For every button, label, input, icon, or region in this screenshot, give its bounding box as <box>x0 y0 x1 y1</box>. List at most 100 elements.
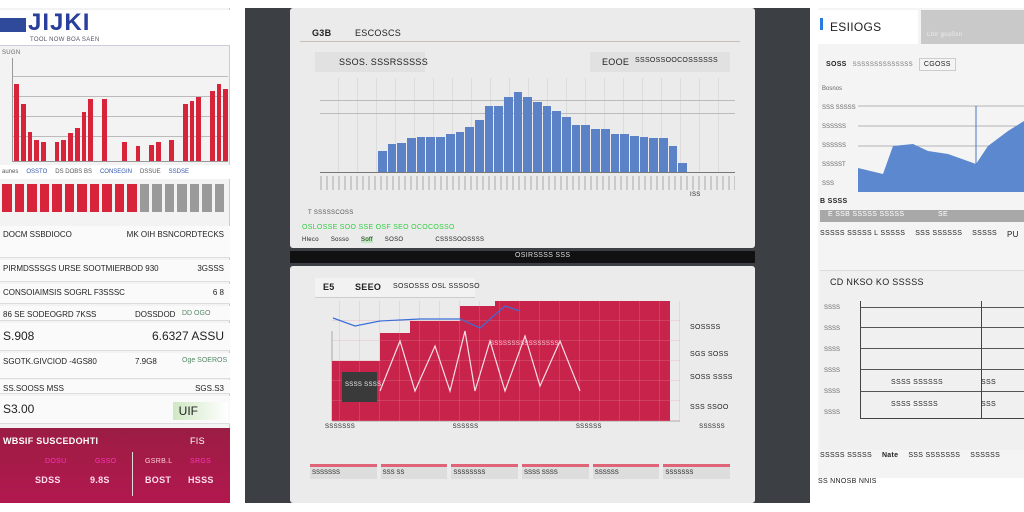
right-dashboard: ESIIOGS Ltnr gsoSsn SOSS SSSSSSSSSSSSSS … <box>818 8 1024 478</box>
bottom-tab[interactable]: SSSSSS <box>592 464 660 479</box>
histogram-bar <box>610 134 620 172</box>
chart-bar <box>81 111 87 161</box>
chart-title: SEEO <box>355 282 382 292</box>
info-row: SS.SOOSS MSS SGS.S3 <box>0 380 230 394</box>
toolbar-item[interactable]: Soff <box>361 237 373 243</box>
chart-header: E5 SEEO SOSOSSS OSL SSSOSO <box>315 278 480 298</box>
chart-title: CD NKSO KO SSSSS <box>830 277 924 287</box>
chart-note: T SSSSSCOSS <box>308 210 354 216</box>
chart-bar <box>88 99 93 161</box>
x-axis-end-label: ISS <box>690 192 701 198</box>
side-label: SSS SSOO <box>690 404 729 411</box>
strip-cell <box>89 184 99 212</box>
bottom-tabs: SSSSSSS SSS SS SSSSSSSS SSSS SSSS SSSSSS SSSS… <box>310 464 731 479</box>
area-chart-panel: E5 SEEO SOSOSSS OSL SSSOSO SSSS SSSS SSS… <box>290 266 755 503</box>
histogram-bar <box>658 138 668 172</box>
histogram-bar <box>629 136 639 172</box>
tooltip-text: SSSS SSSS <box>345 382 382 388</box>
strip-cell <box>189 184 199 212</box>
legend-item: SSSS SSSSSS <box>891 379 943 386</box>
logo: JIJKI <box>28 9 91 36</box>
histogram-bar <box>426 137 436 172</box>
row-extra: Oge SOEROS <box>182 357 228 364</box>
chart-bar <box>20 104 26 161</box>
info-row: S3.00 UIF <box>0 396 230 424</box>
histogram-bar <box>639 137 649 172</box>
chart-bar <box>54 142 60 161</box>
cell: SSSSSS <box>970 452 1001 459</box>
summary-head: DOSU <box>45 458 67 465</box>
toolbar-item[interactable]: SOSO <box>384 237 404 243</box>
legend-item: CONSEGIN <box>99 169 132 175</box>
cell: Nate <box>881 452 899 459</box>
metric-box-right: EOOE SSSOSSOOCOSSSSSS <box>590 52 730 72</box>
y-label: SSS SSSSS <box>822 105 856 111</box>
strip-cell <box>152 184 162 212</box>
left-bar-chart <box>12 58 228 162</box>
chart-subtitle: SOSOSSS OSL SSSOSO <box>393 283 480 290</box>
summary-tag: FIS <box>190 436 205 446</box>
bottom-tab[interactable]: SSS SS <box>380 464 448 479</box>
histogram-bar <box>668 145 678 172</box>
cell: SSSSS <box>972 230 998 237</box>
histogram-bar <box>436 137 445 172</box>
legend-item: DSSUE <box>139 169 161 175</box>
histogram-bar <box>503 96 513 172</box>
row-value: 6.6327 ASSU <box>151 329 224 343</box>
chart-bar <box>61 140 66 161</box>
summary-title: WBSIF SUSCEDOHTI <box>3 436 99 446</box>
strip-cell <box>39 184 49 212</box>
strip-cell <box>127 184 137 212</box>
row-value: 3GSSS <box>197 264 224 273</box>
histogram-bar <box>600 128 610 172</box>
bottom-tab[interactable]: SSSSSSSS <box>451 464 519 479</box>
accent-bar <box>820 18 823 30</box>
tab-b[interactable]: ESCOSCS <box>355 28 402 38</box>
legend-item: aunes <box>2 169 19 175</box>
row-value: 6 8 <box>212 288 224 297</box>
chart-bar <box>189 101 195 161</box>
tab-a[interactable]: G3B <box>312 28 332 38</box>
toolbar-item[interactable]: Hleco <box>302 237 319 243</box>
summary-head: GSSO <box>95 458 117 465</box>
bottom-tab[interactable]: SSSSSSS <box>663 464 731 479</box>
chart-bar <box>135 145 141 161</box>
info-row: 86 SE SODEOGRD 7KSS DOSSDOD DD OGO <box>0 306 230 321</box>
tooltip-box: SSSS SSSS <box>342 372 381 402</box>
chart-footer: B SSSS <box>820 198 848 205</box>
bottom-tab[interactable]: SSSSSSS <box>310 464 377 479</box>
toolbar-item[interactable]: CSSSSOOSSSS <box>435 237 485 243</box>
info-text: SE <box>938 211 948 218</box>
bottom-tab[interactable]: SSSS SSSS <box>522 464 589 479</box>
filter-dropdown[interactable]: CGOSS <box>918 58 956 71</box>
x-axis-labels: SSSSSSS SSSSSS SSSSSS SSSSSS <box>325 424 725 430</box>
summary-value: 9.8S <box>90 475 110 485</box>
row-value: UIF <box>172 402 228 420</box>
histogram-bar <box>484 106 494 172</box>
tab-a[interactable]: E5 <box>323 282 335 292</box>
histogram-bar <box>513 92 523 172</box>
histogram-bar <box>474 120 484 172</box>
toolbar-item[interactable]: Sosso <box>330 237 350 243</box>
cell: PU <box>1007 230 1019 239</box>
chart-bar <box>149 144 154 161</box>
histogram-chart <box>320 78 735 173</box>
chart-bar <box>34 140 39 161</box>
search-field[interactable]: Ltnr gsoSsn <box>921 10 1024 44</box>
line-chart: SSSS SSSSSS SSS SSSS SSSSS SSS <box>860 301 1024 419</box>
brand-bar <box>0 18 26 32</box>
row-value: SGS.S3 <box>195 384 224 393</box>
metric-text: EOOE <box>602 57 630 67</box>
strip-cell <box>14 184 24 212</box>
filter-text: SSSSSSSSSSSSSS <box>852 61 913 68</box>
x-label: SSSSSS <box>575 424 602 430</box>
line-chart-panel: CD NKSO KO SSSSS SSSS SSSSSS SSS SSSS SS… <box>820 270 1024 450</box>
y-label: SSSS <box>824 410 841 416</box>
row-value: 7.9G8 <box>135 357 157 366</box>
data-row: SSSSS SSSSS Nate SSS SSSSSSS SSSSSS <box>818 450 1024 461</box>
histogram-bar <box>562 117 571 172</box>
histogram-bar <box>494 106 503 172</box>
legend-item: SSDSE <box>168 169 189 175</box>
info-row: SGOTK.GIVCIOD -4GS80 7.9G8 Oge SOEROS <box>0 353 230 379</box>
y-axis-labels: Bosnos SSS SSSSS SSSSSS SSSSSS SSSSST SSS <box>822 86 858 196</box>
